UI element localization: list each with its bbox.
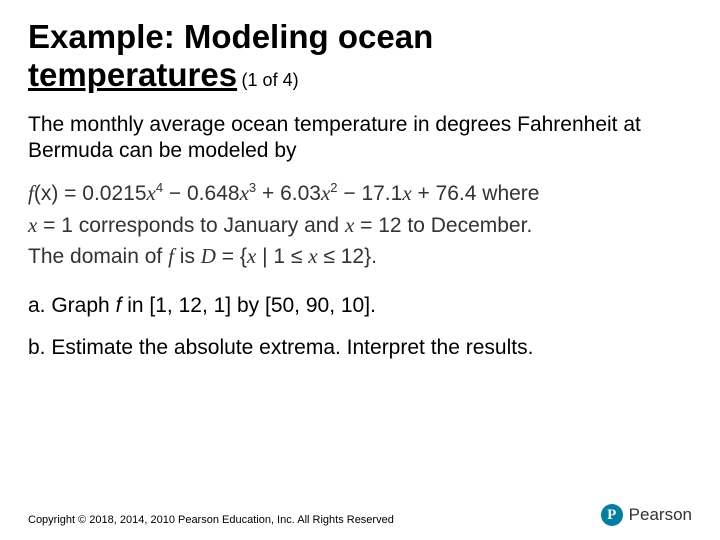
eq-m2: − [338,182,362,205]
slide-content: Example: Modeling ocean temperatures (1 … [0,0,720,361]
eq-cond1c: x [345,213,354,237]
eq-p2: 2 [330,180,337,195]
eq-dom8: x [308,244,317,268]
eq-c0: 76.4 [436,182,477,205]
eq-m1: − [163,182,187,205]
title-subscript: (1 of 4) [242,70,299,90]
pearson-icon: P [601,504,623,526]
eq-x1: x [402,181,411,205]
logo-text: Pearson [629,505,692,525]
part-a-prefix: a. Graph [28,294,116,317]
slide-title: Example: Modeling ocean temperatures (1 … [28,18,692,94]
eq-pl2: + [412,182,436,205]
eq-cond1b: = 1 corresponds to January and [37,214,345,237]
eq-p4: 4 [156,180,163,195]
eq-dom6: x [247,244,256,268]
eq-dom5: = { [216,245,247,268]
intro-text: The monthly average ocean temperature in… [28,112,692,165]
publisher-logo: P Pearson [601,504,692,526]
eq-c1: 17.1 [361,182,402,205]
eq-c2: 6.03 [280,182,321,205]
eq-where: where [476,182,539,205]
title-line2: temperatures [28,56,237,93]
eq-openx: (x) = [34,182,82,205]
eq-x3: x [240,181,249,205]
eq-dom4: D [201,244,216,268]
eq-c3: 0.648 [187,182,240,205]
equation-block: f(x) = 0.0215x4 − 0.648x3 + 6.03x2 − 17.… [28,178,692,272]
eq-x4: x [147,181,156,205]
footer: Copyright © 2018, 2014, 2010 Pearson Edu… [28,504,692,526]
eq-x2: x [321,181,330,205]
eq-dom1: The domain of [28,245,168,268]
eq-pl1: + [256,182,280,205]
eq-dom3: is [174,245,201,268]
eq-c4: 0.0215 [82,182,146,205]
title-line1: Example: Modeling ocean [28,18,433,55]
eq-dom7: | 1 ≤ [256,245,308,268]
copyright-text: Copyright © 2018, 2014, 2010 Pearson Edu… [28,514,394,526]
eq-dom9: ≤ 12}. [318,245,377,268]
part-a: a. Graph f in [1, 12, 1] by [50, 90, 10]… [28,293,692,319]
part-b: b. Estimate the absolute extrema. Interp… [28,335,692,361]
eq-cond1a: x [28,213,37,237]
part-a-rest: in [1, 12, 1] by [50, 90, 10]. [121,294,376,317]
eq-cond1d: = 12 to December. [354,214,532,237]
